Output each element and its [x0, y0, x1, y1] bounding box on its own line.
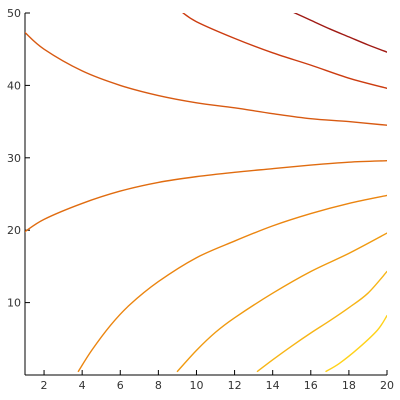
- x-tick-label: 14: [266, 379, 280, 392]
- contour-line-8: [293, 13, 387, 53]
- x-tick-label: 2: [41, 379, 48, 392]
- y-tick-label: 30: [7, 152, 21, 165]
- x-tick-label: 6: [117, 379, 124, 392]
- contour-line-4: [77, 194, 387, 373]
- contour-line-3: [176, 232, 387, 373]
- x-tick-label: 16: [304, 379, 318, 392]
- axes: 2 4 6 8 10 12 14 16 18 20 10 20 30 40 50: [7, 7, 394, 392]
- x-tick-label: 20: [380, 379, 394, 392]
- contour-lines: [25, 13, 387, 373]
- x-tick-label: 4: [79, 379, 86, 392]
- y-tick-label: 20: [7, 224, 21, 237]
- contour-line-5: [25, 160, 387, 233]
- contour-line-6: [25, 31, 387, 126]
- y-tick-label: 50: [7, 7, 21, 20]
- contour-line-2: [256, 270, 387, 373]
- y-tick-label: 40: [7, 79, 21, 92]
- x-tick-label: 18: [342, 379, 356, 392]
- x-tick-label: 12: [228, 379, 242, 392]
- contour-line-1: [325, 314, 387, 373]
- x-tick-label: 8: [155, 379, 162, 392]
- x-tick-label: 10: [189, 379, 203, 392]
- contour-line-7: [182, 13, 387, 89]
- y-tick-label: 10: [7, 297, 21, 310]
